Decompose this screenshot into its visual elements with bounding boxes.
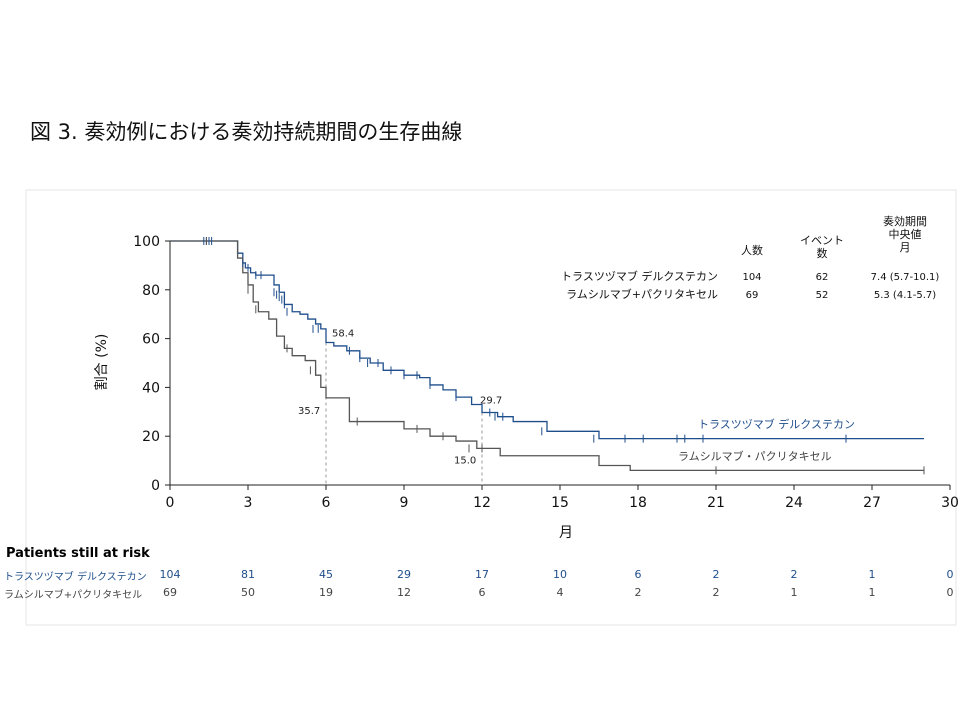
y-tick-label: 80 bbox=[142, 283, 160, 299]
risk-cell: 2 bbox=[634, 586, 642, 599]
x-axis-label: 月 bbox=[559, 525, 573, 541]
risk-cell: 10 bbox=[553, 568, 567, 581]
x-tick-label: 0 bbox=[166, 495, 175, 511]
survival-curves bbox=[170, 240, 924, 472]
risk-cell: 4 bbox=[556, 586, 564, 599]
chart-frame bbox=[25, 189, 957, 626]
legend-cell: 7.4 (5.7-10.1) bbox=[871, 272, 940, 283]
risk-cell: 2 bbox=[712, 586, 720, 599]
x-tick-label: 24 bbox=[785, 495, 803, 511]
legend-cell: 69 bbox=[746, 290, 759, 301]
x-tick-label: 15 bbox=[551, 495, 569, 511]
legend-header: 中央値 bbox=[889, 228, 922, 241]
x-tick-label: 12 bbox=[473, 495, 491, 511]
risk-row-label: ラムシルマブ+パクリタキセル bbox=[4, 590, 143, 601]
median-value-label: 35.7 bbox=[298, 406, 320, 417]
legend-cell: 5.3 (4.1-5.7) bbox=[874, 290, 936, 301]
median-value-label: 58.4 bbox=[332, 329, 354, 340]
legend-row-name: トラスツヅマブ デルクステカン bbox=[561, 269, 718, 283]
y-tick-label: 40 bbox=[142, 380, 160, 396]
x-tick-label: 9 bbox=[400, 495, 409, 511]
risk-cell: 81 bbox=[241, 568, 255, 581]
legend-header: イベント bbox=[800, 234, 844, 247]
legend-header: 奏効期間 bbox=[883, 214, 927, 228]
x-tick-label: 21 bbox=[707, 495, 725, 511]
risk-cell: 6 bbox=[478, 586, 486, 599]
risk-cell: 1 bbox=[868, 586, 876, 599]
annotations: 58.4 35.7 29.7 15.0 bbox=[298, 329, 502, 467]
risk-cell: 1 bbox=[868, 568, 876, 581]
risk-cell: 29 bbox=[397, 568, 411, 581]
risk-cell: 12 bbox=[397, 586, 411, 599]
legend-header: 数 bbox=[817, 247, 828, 260]
series-trastuzumab-line bbox=[170, 240, 924, 440]
curve-label-ramucirumab: ラムシルマブ・パクリタキセル bbox=[678, 449, 832, 463]
legend-header: 人数 bbox=[741, 244, 763, 257]
curve-label-trastuzumab: トラスツヅマブ デルクステカン bbox=[698, 417, 855, 431]
figure-title: 図 3. 奏効例における奏効持続期間の生存曲線 bbox=[30, 120, 463, 144]
x-tick-label: 3 bbox=[244, 495, 253, 511]
risk-cell: 45 bbox=[319, 568, 333, 581]
y-tick-label: 60 bbox=[142, 332, 160, 348]
legend-cell: 104 bbox=[742, 272, 761, 283]
x-tick-label: 27 bbox=[863, 495, 881, 511]
risk-cell: 50 bbox=[241, 586, 255, 599]
risk-cell: 69 bbox=[163, 586, 177, 599]
legend-cell: 52 bbox=[816, 290, 829, 301]
y-tick-label: 20 bbox=[142, 429, 160, 445]
legend-cell: 62 bbox=[816, 272, 829, 283]
y-axis-label: 割合 (%) bbox=[93, 334, 110, 391]
y-tick-label: 0 bbox=[151, 478, 160, 494]
legend-row-name: ラムシルマブ+パクリタキセル bbox=[566, 287, 718, 301]
risk-cell: 17 bbox=[475, 568, 489, 581]
risk-cell: 0 bbox=[946, 586, 954, 599]
median-value-label: 15.0 bbox=[454, 455, 476, 466]
legend-header: 月 bbox=[900, 241, 911, 254]
risk-cell: 6 bbox=[634, 568, 642, 581]
risk-cell: 2 bbox=[790, 568, 798, 581]
x-tick-label: 18 bbox=[629, 495, 647, 511]
risk-row-label: トラスツヅマブ デルクステカン bbox=[4, 572, 147, 583]
x-tick-label: 6 bbox=[322, 495, 331, 511]
risk-table-title: Patients still at risk bbox=[6, 546, 150, 561]
y-tick-label: 100 bbox=[133, 234, 160, 250]
series-ramucirumab-line bbox=[170, 240, 924, 472]
risk-cell: 0 bbox=[946, 568, 954, 581]
risk-cell: 1 bbox=[790, 586, 798, 599]
risk-cell: 19 bbox=[319, 586, 333, 599]
risk-cell: 2 bbox=[712, 568, 720, 581]
risk-cell: 104 bbox=[159, 568, 181, 581]
median-value-label: 29.7 bbox=[480, 396, 502, 407]
censor-marks bbox=[203, 237, 925, 475]
x-tick-label: 30 bbox=[941, 495, 959, 511]
